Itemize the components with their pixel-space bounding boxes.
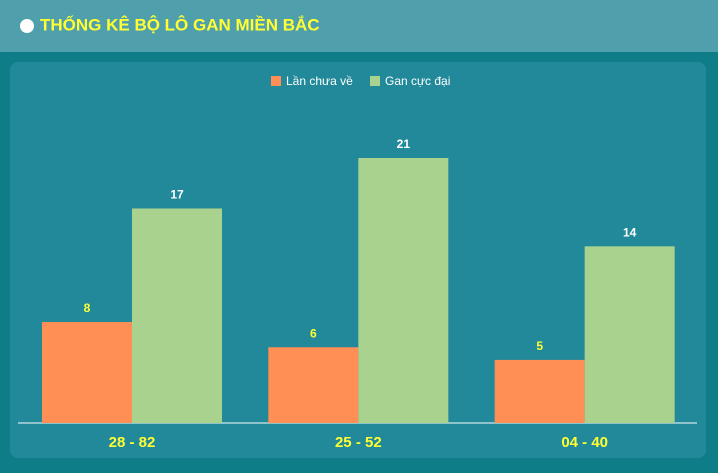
legend-swatch [271, 76, 281, 86]
bar [494, 359, 585, 423]
x-tick-label: 25 - 52 [335, 434, 382, 451]
legend-label: Gan cực đại [385, 74, 450, 88]
value-label: 17 [170, 188, 184, 202]
value-label: 5 [536, 339, 543, 353]
bar [132, 208, 222, 423]
header-bullet [20, 19, 34, 33]
value-label: 21 [397, 137, 411, 151]
value-label: 8 [84, 301, 91, 315]
bar [42, 322, 132, 423]
header-bar [0, 0, 718, 52]
legend-label: Lần chưa về [286, 74, 353, 88]
legend-swatch [370, 76, 380, 86]
bar [358, 158, 449, 423]
bar [268, 347, 359, 423]
bar [584, 246, 675, 423]
x-tick-label: 28 - 82 [109, 434, 156, 451]
value-label: 14 [623, 226, 637, 240]
value-label: 6 [310, 326, 317, 340]
chart-title: THỐNG KÊ BỘ LÔ GAN MIỀN BẮC [40, 14, 320, 34]
x-tick-label: 04 - 40 [561, 434, 608, 451]
